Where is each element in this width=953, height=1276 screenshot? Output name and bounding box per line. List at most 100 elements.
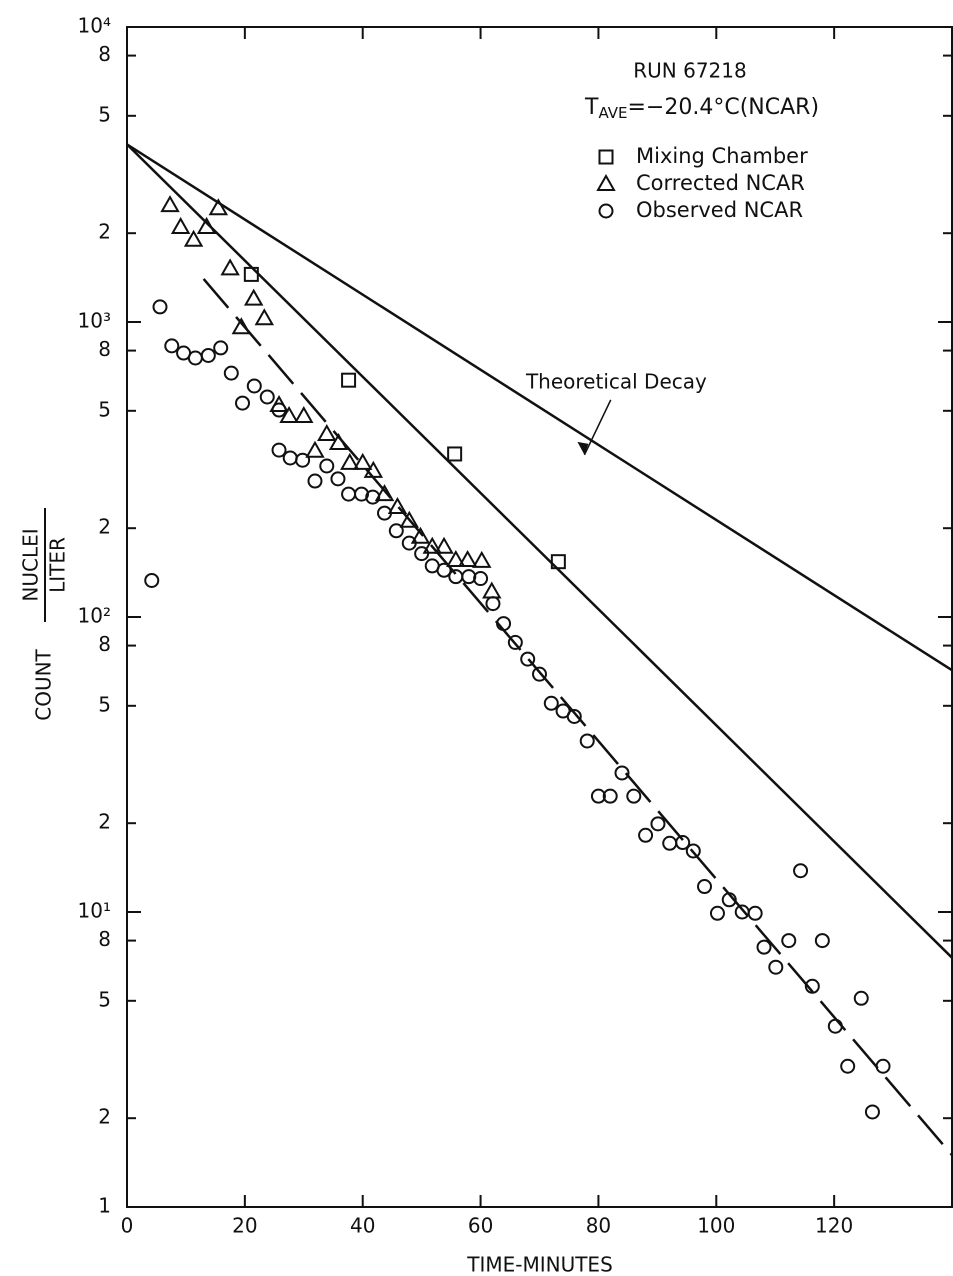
marker-triangle: [208, 198, 229, 216]
marker-triangle: [472, 550, 492, 568]
marker-circle: [650, 816, 666, 832]
legend-marker: [598, 203, 614, 219]
marker-circle: [223, 365, 239, 381]
marker-circle: [152, 299, 168, 315]
y-tick-label: 5: [98, 397, 111, 421]
marker-circle: [814, 933, 830, 949]
marker-circle: [685, 843, 701, 859]
marker-circle: [781, 933, 797, 949]
marker-circle: [875, 1058, 891, 1074]
arrow-head: [577, 441, 589, 455]
temperature-symbol: T: [584, 95, 599, 120]
marker-circle: [804, 978, 820, 994]
marker-circle: [377, 505, 393, 521]
x-tick-label: 120: [815, 1214, 853, 1238]
marker-circle: [793, 863, 809, 879]
y-tick-label: 8: [98, 42, 111, 66]
y-tick-label: 10³: [78, 309, 111, 333]
marker-square: [550, 554, 566, 570]
marker-circle: [697, 879, 712, 895]
y-tick-label: 5: [98, 692, 111, 716]
marker-circle: [271, 442, 287, 458]
x-tick-label: 0: [121, 1214, 134, 1238]
line-annotation: Theoretical Decay: [525, 369, 707, 393]
marker-triangle: [374, 484, 395, 502]
marker-circle: [200, 347, 216, 363]
marker-circle: [246, 378, 262, 394]
marker-circle: [319, 458, 335, 474]
legend-label: Mixing Chamber: [636, 144, 808, 168]
marker-circle: [864, 1104, 880, 1120]
marker-square: [447, 446, 463, 462]
marker-triangle: [305, 440, 325, 458]
x-tick-label: 20: [232, 1214, 257, 1238]
marker-circle: [282, 450, 298, 466]
y-tick-label: 2: [98, 220, 111, 244]
marker-circle: [602, 788, 618, 804]
temperature-label: TAVE=−20.4°C(NCAR): [584, 95, 819, 122]
plot-frame: [126, 26, 953, 1208]
marker-triangle: [340, 452, 360, 470]
marker-square: [341, 372, 357, 388]
marker-triangle: [160, 195, 180, 213]
fit-line: [126, 143, 953, 959]
y-tick-label: 5: [98, 102, 111, 126]
y-axis-label: COUNT NUCLEI LITER: [19, 508, 70, 721]
marker-triangle: [183, 229, 204, 247]
marker-circle: [388, 523, 404, 539]
legend-label: Corrected NCAR: [636, 171, 805, 195]
marker-circle: [721, 892, 737, 908]
legend-marker: [598, 149, 614, 165]
marker-circle: [485, 596, 501, 612]
marker-triangle: [220, 258, 240, 276]
marker-circle: [330, 471, 346, 487]
y-label-denominator: LITER: [46, 537, 70, 593]
marker-circle: [295, 452, 311, 468]
temperature-subscript: AVE: [598, 104, 627, 122]
y-tick-label: 8: [98, 632, 111, 656]
marker-circle: [473, 571, 489, 587]
y-tick-label: 5: [98, 987, 111, 1011]
marker-circle: [638, 827, 654, 843]
marker-circle: [532, 666, 547, 682]
marker-triangle: [294, 406, 314, 424]
marker-triangle: [422, 536, 442, 554]
annotation-arrow: [583, 399, 612, 456]
y-tick-label: 10²: [78, 604, 111, 628]
y-tick-label: 8: [98, 337, 111, 361]
marker-triangle: [231, 317, 252, 335]
marker-circle: [448, 569, 464, 585]
y-tick-label: 1: [98, 1194, 111, 1218]
marker-triangle: [279, 406, 299, 424]
marker-triangle: [387, 496, 408, 514]
marker-circle: [144, 572, 160, 588]
marker-circle: [614, 765, 630, 781]
marker-circle: [271, 402, 287, 418]
marker-circle: [590, 788, 606, 804]
marker-circle: [414, 546, 430, 562]
marker-circle: [235, 395, 250, 411]
marker-circle: [259, 389, 275, 405]
marker-circle: [213, 340, 229, 356]
legend-marker: [596, 173, 616, 191]
marker-circle: [662, 835, 678, 851]
marker-circle: [307, 473, 323, 489]
marker-triangle: [328, 432, 349, 450]
marker-circle: [507, 634, 523, 650]
y-tick-label: 2: [98, 515, 111, 539]
temperature-text: =−20.4°C(NCAR): [628, 95, 820, 120]
y-tick-label: 10¹: [78, 899, 111, 923]
marker-triangle: [446, 550, 466, 568]
y-label-numerator: NUCLEI: [19, 528, 43, 601]
marker-circle: [187, 350, 203, 366]
marker-triangle: [254, 308, 275, 326]
marker-circle: [164, 338, 180, 354]
marker-circle: [543, 695, 559, 711]
legend-label: Observed NCAR: [636, 198, 803, 222]
marker-circle: [401, 535, 417, 551]
marker-triangle: [410, 526, 431, 544]
fit-line: [202, 278, 953, 1156]
marker-circle: [827, 1018, 843, 1034]
x-tick-label: 60: [468, 1214, 493, 1238]
marker-circle: [840, 1058, 856, 1074]
